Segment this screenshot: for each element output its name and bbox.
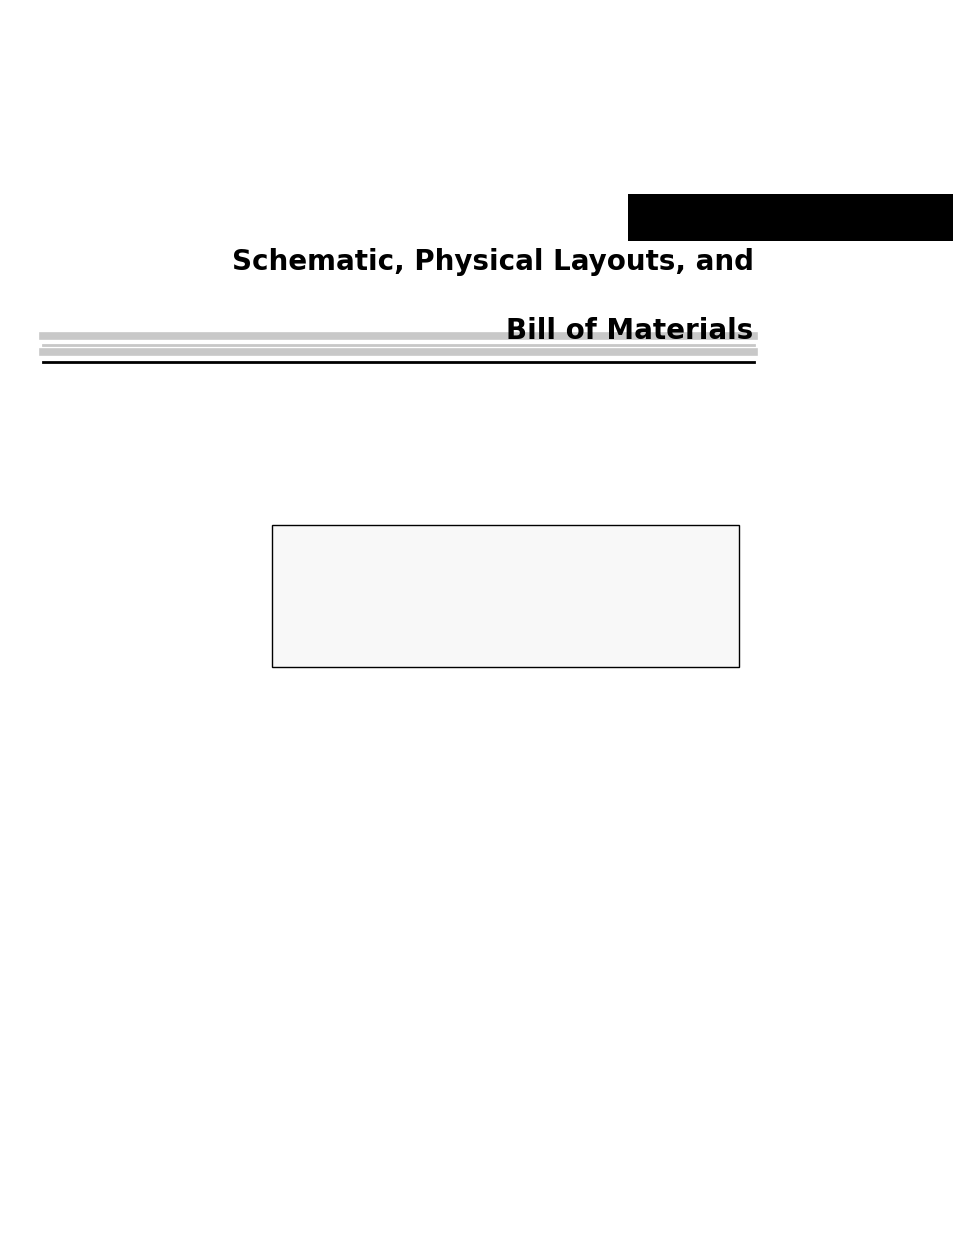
Text: Bill of Materials: Bill of Materials bbox=[506, 316, 753, 345]
Text: Schematic, Physical Layouts, and: Schematic, Physical Layouts, and bbox=[232, 248, 753, 277]
Bar bbox=[272, 525, 739, 667]
Bar bbox=[627, 194, 953, 241]
